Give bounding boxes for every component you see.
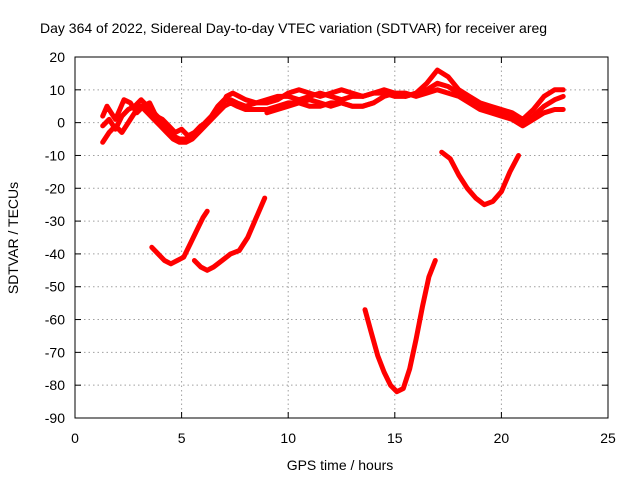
y-tick-label: -90	[45, 410, 65, 426]
series-arc-2	[191, 195, 268, 273]
chart-title: Day 364 of 2022, Sidereal Day-to-day VTE…	[40, 20, 547, 36]
series-arc-1	[149, 208, 210, 267]
y-tick-label: -40	[45, 246, 65, 262]
x-tick-label: 25	[600, 430, 616, 446]
y-tick-label: -80	[45, 377, 65, 393]
series-band-upper-b	[100, 80, 566, 142]
y-tick-label: -20	[45, 180, 65, 196]
x-tick-label: 20	[494, 430, 510, 446]
series-band-lower-b	[264, 97, 376, 116]
y-axis-label: SDTVAR / TECUs	[5, 182, 21, 294]
series-arc-3	[362, 258, 438, 395]
y-tick-label: -10	[45, 147, 65, 163]
series-arc-4	[439, 149, 521, 208]
x-tick-label: 5	[178, 430, 186, 446]
x-axis-label: GPS time / hours	[287, 457, 394, 473]
x-tick-label: 0	[71, 430, 79, 446]
series-band-lower-a	[100, 87, 566, 145]
x-tick-label: 10	[280, 430, 296, 446]
series-band-upper-a	[100, 67, 566, 139]
y-tick-label: -70	[45, 344, 65, 360]
tick-layer: 0 5 10 15 20 25 -90 -80 -70 -60 -50 -40 -30 -20 -10 0 10…	[45, 49, 616, 446]
y-tick-label: 20	[49, 49, 65, 65]
y-tick-label: 0	[57, 115, 65, 131]
y-tick-label: 10	[49, 82, 65, 98]
series-layer	[100, 67, 566, 395]
plot-frame	[74, 56, 609, 419]
y-tick-label: -60	[45, 312, 65, 328]
y-tick-label: -30	[45, 213, 65, 229]
x-tick-label: 15	[387, 430, 403, 446]
y-tick-label: -50	[45, 279, 65, 295]
